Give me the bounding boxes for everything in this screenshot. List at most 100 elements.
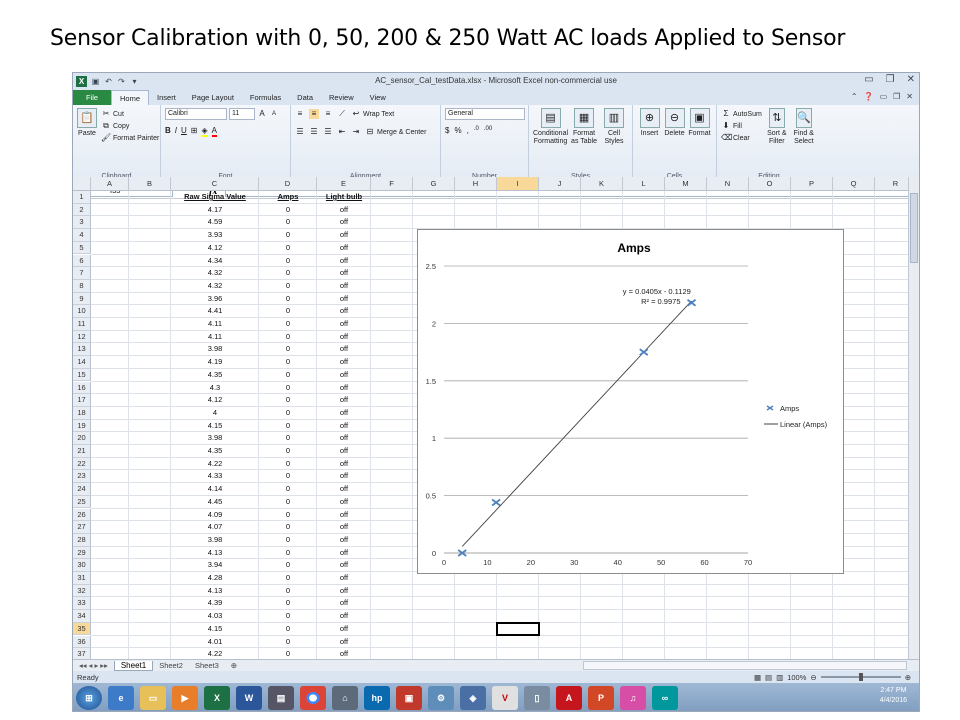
table-cell[interactable]: 0 <box>285 280 291 290</box>
utility-app-icon[interactable]: ▤ <box>268 686 294 710</box>
row-header[interactable]: 21 <box>73 445 91 458</box>
format-cells-button[interactable]: ▣ Format <box>687 108 712 179</box>
table-cell[interactable]: off <box>339 204 349 214</box>
table-cell[interactable]: off <box>339 623 349 633</box>
table-cell[interactable]: 4.15 <box>207 420 223 430</box>
vertical-scrollbar[interactable] <box>908 177 919 711</box>
horizontal-scrollbar[interactable] <box>583 661 907 670</box>
row-header[interactable]: 9 <box>73 292 91 306</box>
table-cell[interactable]: 0 <box>285 598 291 608</box>
column-header-n[interactable]: N <box>707 177 749 191</box>
table-cell[interactable]: off <box>339 433 349 443</box>
row-header[interactable]: 30 <box>73 559 91 572</box>
decrease-decimal-icon[interactable]: .00 <box>483 126 493 132</box>
vnc-icon[interactable]: V <box>492 686 518 710</box>
column-header-f[interactable]: F <box>371 177 413 191</box>
column-header-e[interactable]: E <box>317 177 371 191</box>
close-icon[interactable]: ✕ <box>906 74 915 85</box>
arduino-icon[interactable]: ∞ <box>652 686 678 710</box>
column-header-g[interactable]: G <box>413 177 455 191</box>
table-cell[interactable]: Amps <box>277 192 299 201</box>
table-cell[interactable]: 4.15 <box>207 623 223 633</box>
row-header[interactable]: 24 <box>73 483 91 496</box>
align-bottom-icon[interactable]: ≡ <box>325 109 331 118</box>
row-header[interactable]: 1 <box>73 191 91 204</box>
redo-icon[interactable]: ↷ <box>118 76 125 86</box>
page-layout-view-icon[interactable]: ▤ <box>765 672 773 682</box>
table-cell[interactable]: 0 <box>285 230 291 240</box>
table-cell[interactable]: 0 <box>285 369 291 379</box>
align-left-icon[interactable]: ☰ <box>296 127 304 136</box>
align-center-icon[interactable]: ☰ <box>310 127 318 136</box>
minimize-icon[interactable]: ▭ <box>864 74 874 85</box>
table-cell[interactable]: off <box>339 446 349 455</box>
column-header-h[interactable]: H <box>455 177 497 191</box>
merge-center-button[interactable]: ⊟ Merge & Center <box>366 127 427 136</box>
doc-close-icon[interactable]: ✕ <box>906 92 913 101</box>
row-header[interactable]: 12 <box>73 330 91 344</box>
table-cell[interactable]: off <box>339 242 349 252</box>
increase-indent-icon[interactable]: ⇥ <box>352 127 360 136</box>
table-cell[interactable]: 3.93 <box>207 230 223 240</box>
chrome-icon[interactable] <box>300 686 326 710</box>
table-cell[interactable]: off <box>339 649 349 659</box>
table-cell[interactable]: 4.12 <box>207 395 223 405</box>
row-header[interactable]: 34 <box>73 610 91 623</box>
decrease-indent-icon[interactable]: ⇤ <box>338 127 346 136</box>
clear-button[interactable]: ⌫ Clear <box>721 133 750 142</box>
fill-button[interactable]: ⬇ Fill <box>722 121 742 130</box>
minimize-ribbon-icon[interactable]: ⌃ <box>850 92 858 101</box>
start-button-icon[interactable]: ⊞ <box>76 686 102 710</box>
row-header[interactable]: 4 <box>73 229 91 242</box>
table-cell[interactable]: off <box>339 471 349 481</box>
row-header[interactable]: 14 <box>73 356 91 369</box>
table-cell[interactable]: off <box>339 509 349 519</box>
table-cell[interactable]: 4.32 <box>207 280 223 290</box>
column-header-c[interactable]: C <box>171 177 259 191</box>
sheet-nav-icon[interactable]: ◂◂ ◂ ▸ ▸▸ <box>79 661 108 670</box>
row-header[interactable]: 5 <box>73 241 91 255</box>
tab-home[interactable]: Home <box>111 90 150 105</box>
bold-button[interactable]: B <box>165 126 171 135</box>
table-cell[interactable]: off <box>339 534 349 544</box>
increase-decimal-icon[interactable]: .0 <box>473 126 479 132</box>
table-cell[interactable]: off <box>339 268 349 278</box>
row-header[interactable]: 2 <box>73 203 91 217</box>
zoom-in-icon[interactable]: ⊕ <box>904 672 911 682</box>
tab-view[interactable]: View <box>369 93 386 102</box>
row-header[interactable]: 19 <box>73 419 91 433</box>
doc-restore-icon[interactable]: ❐ <box>893 92 901 101</box>
table-cell[interactable]: off <box>339 293 349 303</box>
table-cell[interactable]: 0 <box>285 496 291 506</box>
delete-cells-button[interactable]: ⊖ Delete <box>662 108 687 179</box>
table-cell[interactable]: 4.3 <box>209 382 221 392</box>
table-cell[interactable]: 0 <box>285 217 291 227</box>
table-cell[interactable]: off <box>339 560 349 570</box>
table-cell[interactable]: off <box>339 217 349 227</box>
format-painter-button[interactable]: 🖌 Format Painter <box>101 133 160 142</box>
table-cell[interactable]: off <box>339 369 349 379</box>
data-point[interactable] <box>687 299 697 307</box>
row-header[interactable]: 27 <box>73 521 91 534</box>
table-cell[interactable]: off <box>339 255 349 265</box>
table-cell[interactable]: 0 <box>285 585 291 595</box>
row-header[interactable]: 7 <box>73 267 91 280</box>
borders-icon[interactable]: ⊞ <box>190 126 198 135</box>
powerpoint-icon[interactable]: P <box>588 686 614 710</box>
table-cell[interactable]: 0 <box>285 242 291 252</box>
table-cell[interactable]: off <box>339 585 349 595</box>
align-right-icon[interactable]: ☰ <box>324 127 332 136</box>
table-cell[interactable]: 0 <box>285 446 291 455</box>
insert-cells-button[interactable]: ⊕ Insert <box>637 108 662 179</box>
tab-file[interactable]: File <box>73 90 111 105</box>
table-cell[interactable]: 3.94 <box>207 560 223 570</box>
table-cell[interactable]: 3.98 <box>207 433 223 443</box>
table-cell[interactable]: 0 <box>285 522 291 532</box>
shrink-font-icon[interactable]: A <box>271 111 276 117</box>
chart[interactable]: Amps 0 0.5 1 1.5 2 2.5 0 10 20 30 40 50 60 70 y = 0.040… <box>417 229 844 574</box>
table-cell[interactable]: 4.39 <box>207 598 223 608</box>
table-cell[interactable]: 0 <box>285 407 291 417</box>
paste-button[interactable]: 📋 Paste <box>77 108 97 144</box>
column-header-l[interactable]: L <box>623 177 665 191</box>
table-cell[interactable]: 0 <box>285 344 291 354</box>
